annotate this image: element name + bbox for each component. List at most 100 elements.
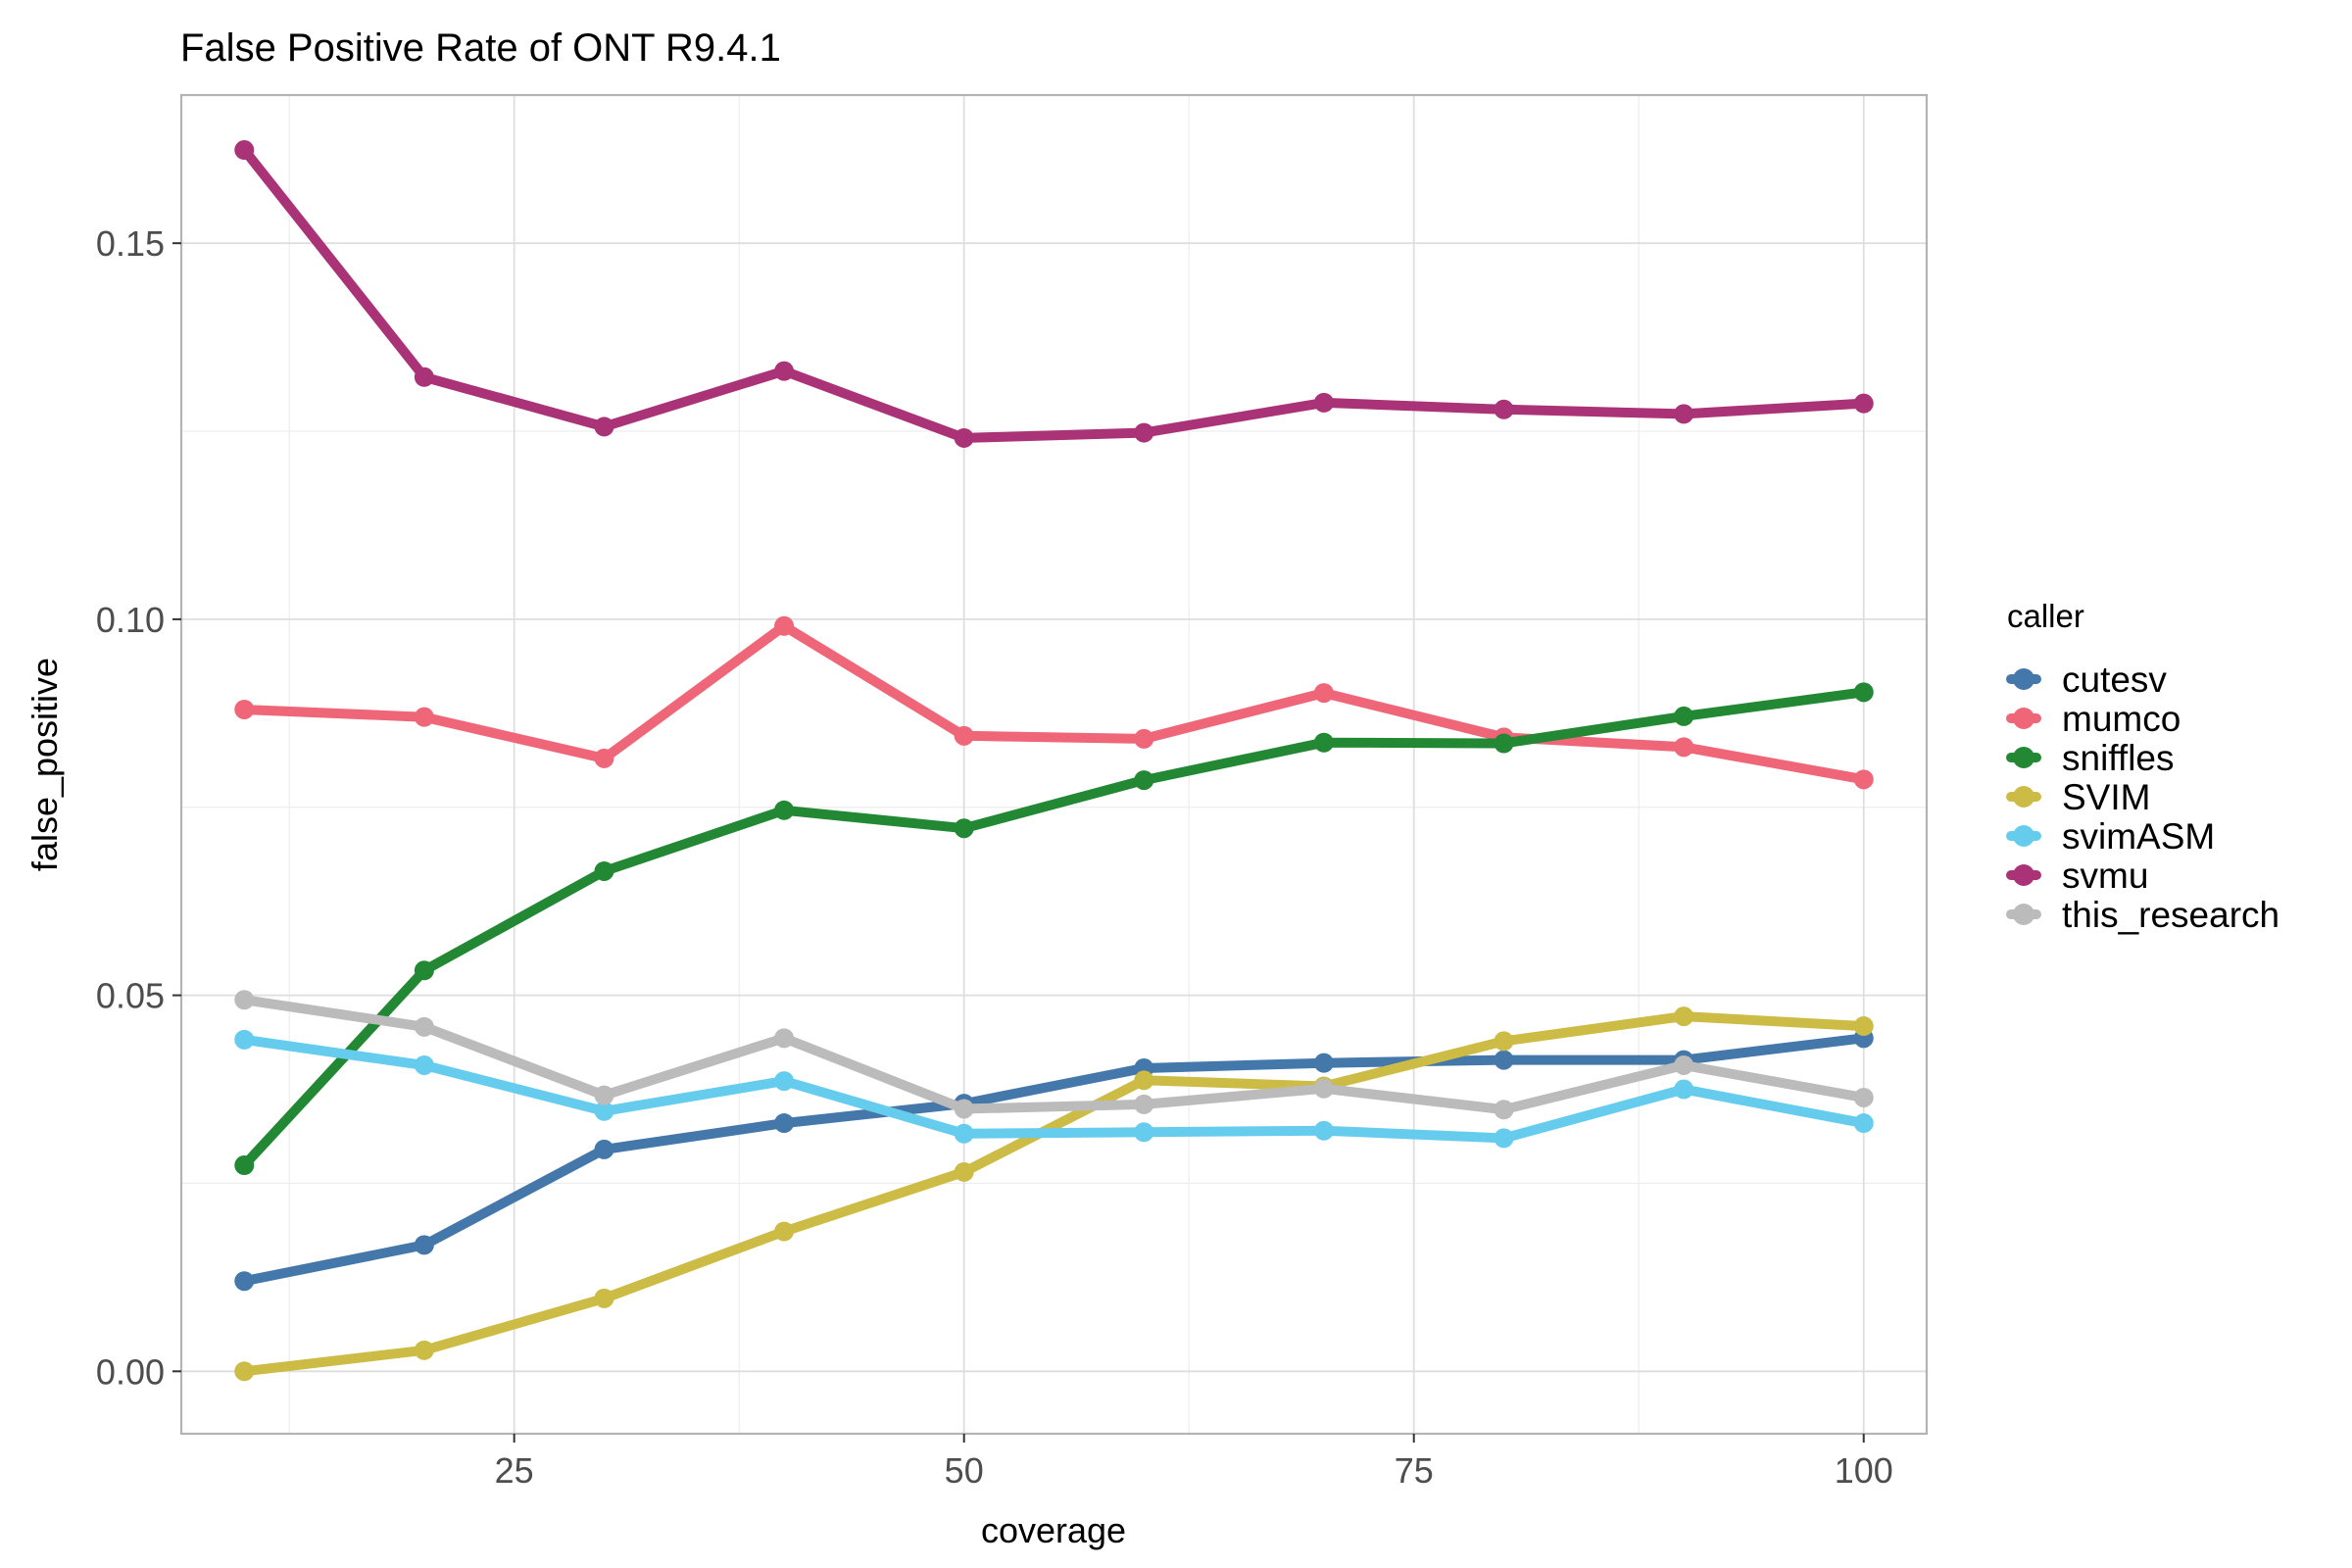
data-point-mumco bbox=[1674, 737, 1694, 758]
data-point-svmu bbox=[774, 361, 795, 381]
data-point-svimasm bbox=[1313, 1120, 1334, 1141]
data-point-cutesv bbox=[1494, 1050, 1514, 1070]
y-tick-label: 0.10 bbox=[96, 600, 165, 640]
data-point-svim bbox=[774, 1221, 795, 1242]
x-tick-label: 75 bbox=[1395, 1450, 1434, 1491]
y-tick-label: 0.00 bbox=[96, 1351, 165, 1392]
data-point-mumco bbox=[1134, 728, 1154, 749]
data-point-svim bbox=[234, 1361, 255, 1382]
legend-items: cutesvmumcosnifflesSVIMsvimASMsvmuthis_r… bbox=[2006, 660, 2279, 935]
legend-label: cutesv bbox=[2062, 660, 2167, 700]
legend-label: svmu bbox=[2062, 856, 2148, 896]
data-point-sniffles bbox=[1134, 770, 1154, 791]
data-point-this-research bbox=[954, 1099, 974, 1119]
plot-panel-border bbox=[179, 93, 1929, 1436]
data-point-svim bbox=[1853, 1016, 1874, 1037]
data-point-sniffles bbox=[954, 818, 974, 839]
data-point-svim bbox=[954, 1161, 974, 1182]
x-tick-label: 100 bbox=[1835, 1450, 1893, 1491]
data-point-sniffles bbox=[1313, 732, 1334, 753]
y-tick-label: 0.15 bbox=[96, 223, 165, 264]
legend: caller cutesvmumcosnifflesSVIMsvimASMsvm… bbox=[2006, 598, 2279, 935]
legend-key-point bbox=[2013, 668, 2034, 690]
legend-item-svim: SVIM bbox=[2006, 777, 2150, 817]
data-point-this-research bbox=[594, 1085, 614, 1105]
data-point-this-research bbox=[234, 990, 255, 1010]
data-point-svim bbox=[1674, 1006, 1694, 1027]
data-point-this-research bbox=[1853, 1087, 1874, 1107]
series-line-this-research bbox=[239, 995, 1869, 1115]
data-point-svimasm bbox=[1494, 1128, 1514, 1149]
series-layer bbox=[234, 140, 1874, 1382]
x-tick-label: 50 bbox=[945, 1450, 984, 1491]
y-axis: 0.00 0.05 0.10 0.15 bbox=[96, 223, 181, 1392]
series-line-svmu bbox=[239, 145, 1869, 443]
series-mumco bbox=[234, 615, 1874, 790]
data-point-svimasm bbox=[774, 1071, 795, 1092]
series-line-svimasm bbox=[239, 1034, 1869, 1144]
data-point-this-research bbox=[1313, 1078, 1334, 1099]
data-point-svmu bbox=[1313, 392, 1334, 413]
data-point-cutesv bbox=[594, 1139, 614, 1159]
legend-title: caller bbox=[2007, 598, 2084, 634]
legend-item-svimasm: svimASM bbox=[2006, 816, 2215, 857]
data-point-svim bbox=[1134, 1070, 1154, 1091]
data-point-svimasm bbox=[234, 1029, 255, 1050]
legend-key-point bbox=[2013, 825, 2034, 847]
x-tick-label: 25 bbox=[495, 1450, 534, 1491]
data-point-this-research bbox=[1494, 1100, 1514, 1120]
data-point-svmu bbox=[1674, 404, 1694, 424]
series-line-mumco bbox=[239, 620, 1869, 785]
series-line-svim bbox=[239, 1011, 1869, 1377]
data-point-svmu bbox=[1494, 399, 1514, 419]
data-point-mumco bbox=[1313, 683, 1334, 704]
data-point-svmu bbox=[234, 140, 255, 161]
data-point-svmu bbox=[414, 367, 434, 387]
data-point-cutesv bbox=[1313, 1053, 1334, 1073]
data-point-mumco bbox=[234, 699, 255, 719]
data-point-cutesv bbox=[774, 1113, 795, 1134]
data-point-svimasm bbox=[414, 1054, 434, 1075]
legend-key-point bbox=[2013, 864, 2034, 886]
data-point-sniffles bbox=[1853, 682, 1874, 703]
legend-item-cutesv: cutesv bbox=[2006, 660, 2167, 700]
data-point-svim bbox=[1494, 1031, 1514, 1052]
data-point-sniffles bbox=[1674, 706, 1694, 726]
data-point-svim bbox=[594, 1288, 614, 1308]
data-point-mumco bbox=[414, 707, 434, 727]
data-point-this-research bbox=[1134, 1094, 1154, 1114]
legend-label: this_research bbox=[2062, 895, 2279, 935]
data-point-cutesv bbox=[414, 1235, 434, 1255]
legend-item-svmu: svmu bbox=[2006, 856, 2148, 896]
series-svimasm bbox=[234, 1029, 1874, 1149]
data-point-mumco bbox=[954, 725, 974, 746]
legend-label: SVIM bbox=[2062, 777, 2150, 817]
legend-item-sniffles: sniffles bbox=[2006, 738, 2175, 778]
series-svmu bbox=[234, 140, 1874, 448]
x-axis-title: coverage bbox=[981, 1510, 1126, 1550]
y-axis-title: false_positive bbox=[24, 658, 65, 871]
legend-label: sniffles bbox=[2062, 738, 2175, 778]
series-line-sniffles bbox=[239, 687, 1869, 1170]
data-point-sniffles bbox=[594, 860, 614, 881]
data-point-svimasm bbox=[594, 1101, 614, 1121]
plot-panel-background bbox=[181, 95, 1927, 1434]
series-line-cutesv bbox=[239, 1033, 1869, 1287]
data-point-sniffles bbox=[774, 800, 795, 820]
data-point-mumco bbox=[1853, 769, 1874, 790]
data-point-cutesv bbox=[234, 1271, 255, 1292]
data-point-svmu bbox=[954, 427, 974, 448]
legend-key-point bbox=[2013, 747, 2034, 768]
data-point-svimasm bbox=[1674, 1079, 1694, 1100]
legend-key-point bbox=[2013, 904, 2034, 925]
data-point-this-research bbox=[414, 1016, 434, 1037]
legend-label: mumco bbox=[2062, 699, 2180, 739]
data-point-svimasm bbox=[1134, 1122, 1154, 1143]
data-point-mumco bbox=[594, 748, 614, 768]
data-point-svim bbox=[414, 1340, 434, 1360]
legend-label: svimASM bbox=[2062, 816, 2215, 857]
data-point-svmu bbox=[594, 416, 614, 437]
data-point-this-research bbox=[1674, 1054, 1694, 1075]
